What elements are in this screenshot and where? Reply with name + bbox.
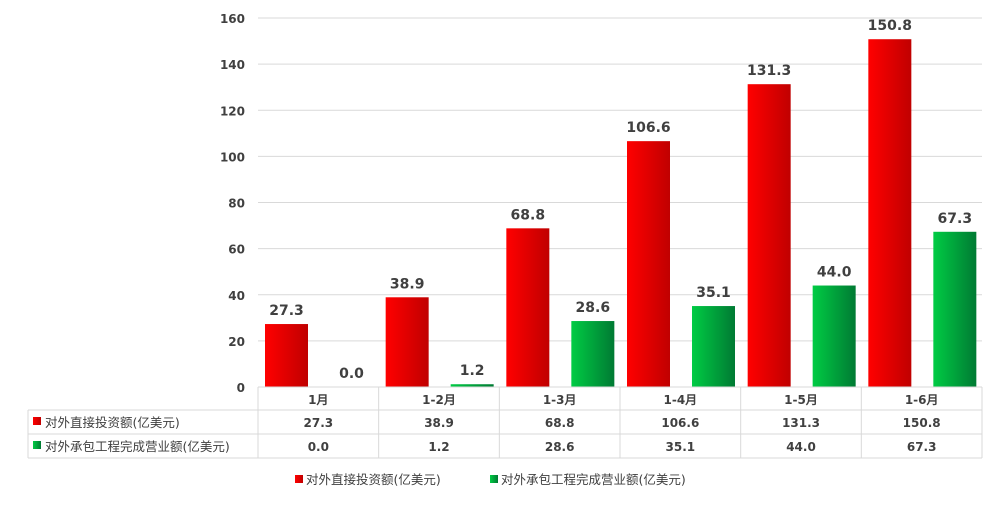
y-tick-label: 100 bbox=[220, 150, 245, 164]
data-label: 106.6 bbox=[626, 120, 670, 136]
table-header-cell: 1-3月 bbox=[543, 393, 577, 407]
table-cell: 106.6 bbox=[661, 416, 699, 430]
y-tick-label: 80 bbox=[228, 197, 245, 211]
bar bbox=[933, 231, 977, 387]
table-cell: 44.0 bbox=[786, 440, 816, 454]
y-tick-label: 20 bbox=[228, 335, 245, 349]
table-cell: 131.3 bbox=[782, 416, 820, 430]
legend-key-icon bbox=[33, 417, 41, 425]
y-tick-label: 0 bbox=[237, 381, 245, 395]
legend-label: 对外直接投资额(亿美元) bbox=[306, 472, 441, 487]
table-cell: 67.3 bbox=[907, 440, 937, 454]
bar bbox=[385, 297, 429, 387]
bar bbox=[747, 84, 791, 387]
bar bbox=[812, 285, 856, 387]
data-label: 44.0 bbox=[817, 265, 852, 281]
y-tick-label: 160 bbox=[220, 12, 245, 26]
data-label: 68.8 bbox=[511, 207, 546, 223]
table-cell: 1.2 bbox=[428, 440, 449, 454]
legend-marker-icon bbox=[295, 475, 303, 483]
bar bbox=[265, 324, 308, 387]
legend-key-icon bbox=[33, 441, 41, 449]
data-label: 28.6 bbox=[576, 300, 611, 316]
table-cell: 35.1 bbox=[666, 440, 696, 454]
table-header-cell: 1-5月 bbox=[784, 393, 818, 407]
data-label: 38.9 bbox=[390, 276, 425, 292]
y-tick-label: 40 bbox=[228, 289, 245, 303]
table-row-label: 对外承包工程完成营业额(亿美元) bbox=[45, 439, 230, 454]
table-cell: 28.6 bbox=[545, 440, 575, 454]
y-tick-label: 60 bbox=[228, 243, 245, 257]
bar bbox=[571, 321, 615, 387]
y-tick-label: 140 bbox=[220, 58, 245, 72]
table-cell: 0.0 bbox=[308, 440, 329, 454]
table-cell: 27.3 bbox=[304, 416, 334, 430]
table-cell: 150.8 bbox=[903, 416, 941, 430]
table-header-cell: 1-2月 bbox=[422, 393, 456, 407]
data-label: 1.2 bbox=[460, 363, 485, 379]
table-header-cell: 1-6月 bbox=[905, 393, 939, 407]
data-label: 67.3 bbox=[938, 211, 973, 227]
bar bbox=[692, 306, 735, 387]
table-cell: 68.8 bbox=[545, 416, 575, 430]
table-row-label: 对外直接投资额(亿美元) bbox=[45, 415, 180, 430]
legend-label: 对外承包工程完成营业额(亿美元) bbox=[501, 472, 686, 487]
bar bbox=[506, 228, 550, 387]
data-label: 27.3 bbox=[269, 303, 304, 319]
data-label: 131.3 bbox=[747, 63, 791, 79]
data-label: 0.0 bbox=[339, 366, 364, 382]
bar bbox=[868, 39, 912, 387]
legend-marker-icon bbox=[490, 475, 498, 483]
table-header-cell: 1-4月 bbox=[663, 393, 697, 407]
y-tick-label: 120 bbox=[220, 104, 245, 118]
bar bbox=[450, 384, 494, 387]
bar bbox=[627, 141, 670, 387]
table-cell: 38.9 bbox=[424, 416, 454, 430]
data-label: 35.1 bbox=[696, 285, 731, 301]
data-label: 150.8 bbox=[868, 18, 912, 34]
table-header-cell: 1月 bbox=[308, 393, 328, 407]
